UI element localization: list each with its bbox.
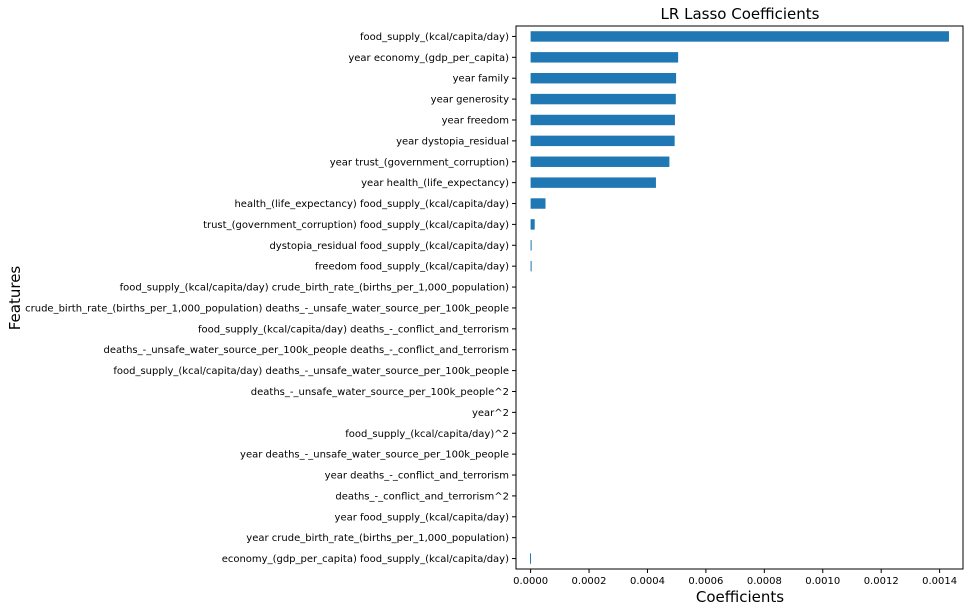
y-tick-label: food_supply_(kcal/capita/day) deaths_-_u…	[113, 366, 509, 377]
y-tick-label: year freedom	[442, 115, 509, 126]
y-tick-label: deaths_-_conflict_and_terrorism^2	[335, 491, 509, 502]
bar	[530, 198, 546, 209]
y-tick-label: food_supply_(kcal/capita/day) deaths_-_c…	[198, 324, 509, 335]
y-tick-label: year health_(life_expectancy)	[361, 178, 509, 189]
x-axis-label: Coefficients	[696, 588, 784, 606]
y-tick-label: year generosity	[431, 95, 509, 106]
y-tick-label: freedom food_supply_(kcal/capita/day)	[315, 262, 509, 273]
y-tick-label: health_(life_expectancy) food_supply_(kc…	[234, 199, 509, 210]
bar	[530, 156, 670, 167]
y-tick-label: year^2	[472, 408, 509, 419]
y-tick-label: deaths_-_unsafe_water_source_per_100k_pe…	[251, 387, 509, 398]
y-tick-label: year economy_(gdp_per_capita)	[348, 53, 509, 64]
y-tick-label: year crude_birth_rate_(births_per_1,000_…	[246, 533, 509, 544]
y-tick-label: deaths_-_unsafe_water_source_per_100k_pe…	[104, 345, 509, 356]
y-tick-label: food_supply_(kcal/capita/day)^2	[345, 429, 509, 440]
chart-title: LR Lasso Coefficients	[661, 5, 820, 23]
bars-layer	[530, 31, 949, 564]
y-tick-label: trust_(government_corruption) food_suppl…	[203, 220, 509, 231]
x-tick-label: 0.0000	[513, 576, 548, 587]
plot-frame	[515, 25, 964, 570]
bar	[530, 240, 532, 251]
bar	[530, 52, 679, 63]
y-tick-label: crude_birth_rate_(births_per_1,000_popul…	[25, 303, 509, 314]
x-tick-label: 0.0006	[688, 576, 723, 587]
x-tick-label: 0.0004	[630, 576, 665, 587]
x-tick-label: 0.0012	[864, 576, 899, 587]
x-axis-ticks: 0.0000 0.0002 0.0004 0.0006 0.0008 0.0010 0.00…	[513, 569, 957, 587]
x-tick-label: 0.0008	[747, 576, 782, 587]
y-tick-label: year trust_(government_corruption)	[330, 157, 509, 168]
y-axis-ticks: food_supply_(kcal/capita/day)year econom…	[25, 32, 516, 565]
bar	[530, 260, 532, 272]
bar	[530, 93, 676, 105]
y-tick-label: food_supply_(kcal/capita/day) crude_birt…	[120, 283, 509, 294]
x-tick-label: 0.0010	[805, 576, 840, 587]
bar	[530, 31, 949, 42]
y-tick-label: dystopia_residual food_supply_(kcal/capi…	[269, 241, 509, 252]
bar	[530, 553, 532, 564]
x-tick-label: 0.0002	[572, 576, 607, 587]
y-tick-label: economy_(gdp_per_capita) food_supply_(kc…	[222, 554, 509, 565]
x-tick-label: 0.0014	[922, 576, 957, 587]
bar	[530, 177, 656, 188]
y-tick-label: food_supply_(kcal/capita/day)	[360, 32, 509, 43]
y-tick-label: year deaths_-_conflict_and_terrorism	[325, 471, 509, 482]
y-tick-label: year dystopia_residual	[396, 136, 509, 147]
bar	[530, 114, 675, 126]
bar	[530, 219, 535, 230]
y-tick-label: year deaths_-_unsafe_water_source_per_10…	[240, 450, 509, 461]
bar	[530, 72, 677, 84]
y-tick-label: year family	[453, 74, 509, 85]
bar	[530, 135, 675, 147]
y-axis-label: Features	[6, 266, 24, 331]
y-tick-label: year food_supply_(kcal/capita/day)	[335, 512, 510, 523]
